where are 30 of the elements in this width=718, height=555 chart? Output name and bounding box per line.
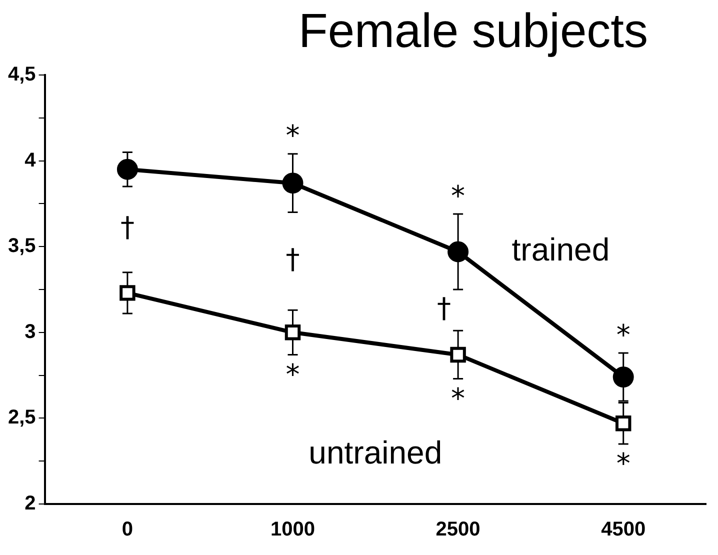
series-label: trained <box>512 232 610 268</box>
point <box>120 285 136 301</box>
y-tick-label: 4,5 <box>8 64 36 86</box>
y-tick-label: 2,5 <box>8 406 36 429</box>
point <box>615 415 632 432</box>
annotation: * <box>286 119 300 152</box>
point <box>282 172 304 194</box>
x-tick-label: 2500 <box>436 518 480 541</box>
y-tick-label: 3,5 <box>8 235 36 258</box>
chart-title: Female subjects <box>298 4 649 59</box>
point <box>612 366 634 388</box>
y-tick-label: 2 <box>24 492 36 515</box>
point <box>448 241 469 262</box>
y-tick-label: 4 <box>24 149 37 172</box>
annotation: * <box>616 447 630 480</box>
annotation: † <box>120 210 134 244</box>
annotation: † <box>437 291 452 324</box>
y-tick-label: 3 <box>24 320 36 343</box>
x-tick-label: 4500 <box>601 518 646 541</box>
annotation: * <box>286 358 300 391</box>
point <box>450 346 466 363</box>
x-tick-label: 0 <box>122 518 134 541</box>
annotation: * <box>451 179 466 212</box>
annotation: † <box>286 242 300 276</box>
annotation: * <box>451 382 466 416</box>
text: untrained <box>308 434 442 471</box>
point <box>116 158 138 180</box>
x-tick-label: 1000 <box>270 518 315 541</box>
annotation: * <box>616 318 630 352</box>
point <box>284 324 301 340</box>
